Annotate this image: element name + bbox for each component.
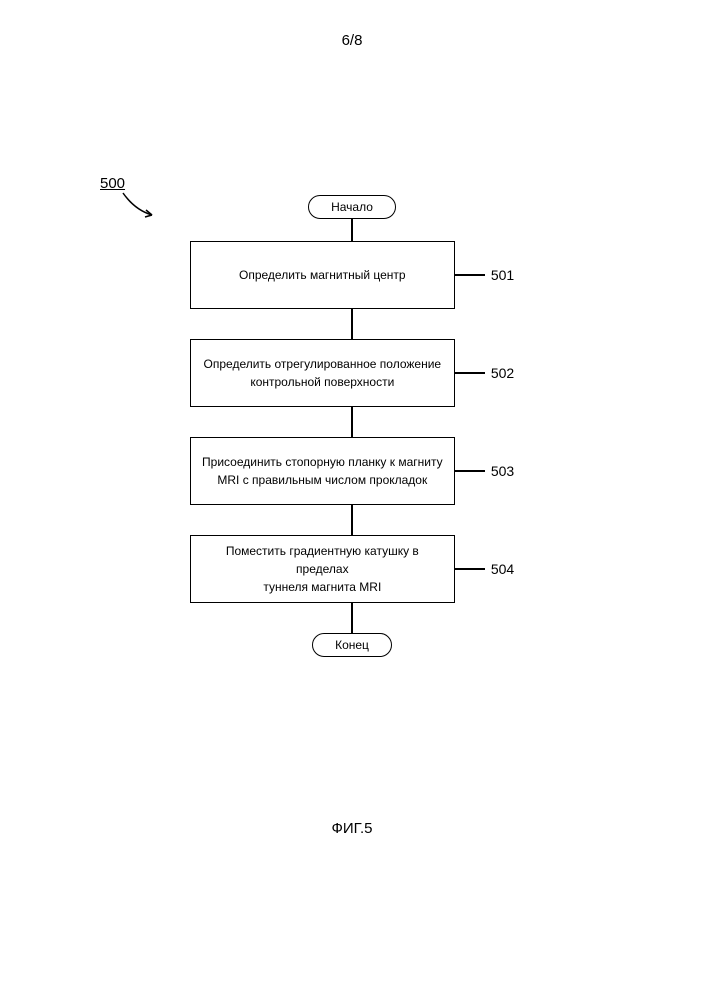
ref-label: 504 <box>491 561 514 577</box>
process-text-line1: Поместить градиентную катушку в пределах <box>201 542 444 578</box>
flowchart-container: Начало Определить магнитный центр 501 Оп… <box>177 195 527 657</box>
connector <box>351 505 353 535</box>
connector <box>351 407 353 437</box>
pointer-arrow-icon <box>120 190 160 220</box>
process-row: Определить магнитный центр 501 <box>190 241 514 309</box>
process-text-line1: Присоединить стопорную планку к магниту <box>202 453 443 471</box>
process-step-4: Поместить градиентную катушку в пределах… <box>190 535 455 603</box>
process-text-line1: Определить отрегулированное положение <box>204 355 442 373</box>
ref-line <box>455 568 485 570</box>
ref-label: 501 <box>491 267 514 283</box>
ref-line <box>455 274 485 276</box>
start-terminal: Начало <box>308 195 396 219</box>
page-number: 6/8 <box>342 32 363 49</box>
ref-line <box>455 470 485 472</box>
process-step-2: Определить отрегулированное положение ко… <box>190 339 455 407</box>
connector <box>351 309 353 339</box>
process-text-line2: MRI с правильным числом прокладок <box>217 471 427 489</box>
process-step-3: Присоединить стопорную планку к магниту … <box>190 437 455 505</box>
ref-line <box>455 372 485 374</box>
process-text-line2: контрольной поверхности <box>250 373 394 391</box>
figure-caption: ФИГ.5 <box>332 820 373 837</box>
connector <box>351 603 353 633</box>
process-text: Определить магнитный центр <box>239 266 406 284</box>
end-terminal: Конец <box>312 633 392 657</box>
process-step-1: Определить магнитный центр <box>190 241 455 309</box>
process-text-line2: туннеля магнита MRI <box>263 578 381 596</box>
ref-label: 503 <box>491 463 514 479</box>
connector <box>351 219 353 241</box>
ref-label: 502 <box>491 365 514 381</box>
process-row: Присоединить стопорную планку к магниту … <box>190 437 514 505</box>
process-row: Поместить градиентную катушку в пределах… <box>190 535 514 603</box>
process-row: Определить отрегулированное положение ко… <box>190 339 514 407</box>
